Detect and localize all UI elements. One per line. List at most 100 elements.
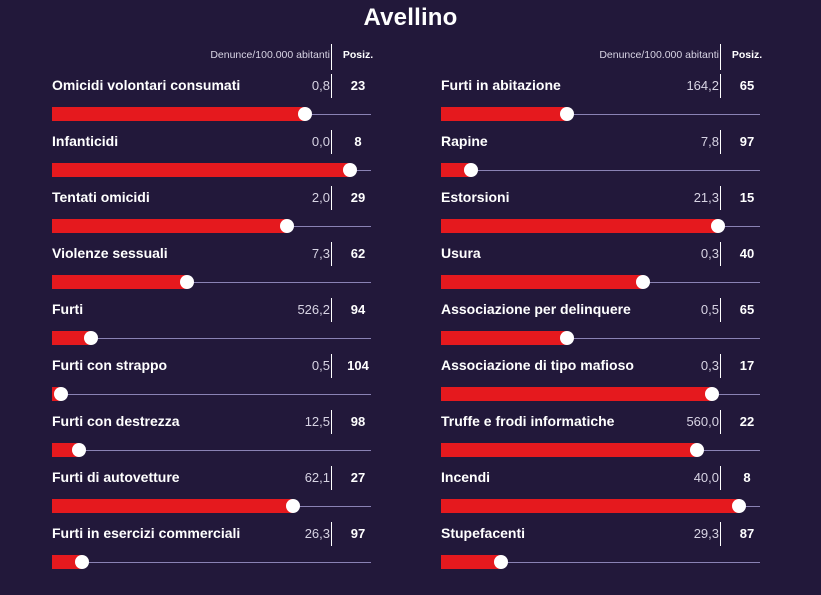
indicator-row: Tentati omicidi 2,0 29 [52, 186, 382, 242]
indicator-column-left: Denunce/100.000 abitanti Posiz. Omicidi … [52, 40, 382, 578]
indicator-value: 0,5 [700, 302, 719, 317]
value-divider [720, 74, 721, 98]
indicator-value: 526,2 [297, 302, 330, 317]
indicator-label: Rapine [441, 133, 488, 149]
indicator-label: Furti [52, 301, 84, 317]
page-title: Avellino [363, 4, 458, 31]
rank-value: 94 [350, 302, 366, 317]
value-divider [720, 186, 721, 210]
indicator-value: 62,1 [304, 470, 330, 485]
indicator-row: Furti con destrezza 12,5 98 [52, 410, 382, 466]
indicator-list: Furti in abitazione 164,2 65 Rapine 7,8 97 Est… [441, 74, 771, 578]
rank-marker [560, 107, 575, 121]
column-header: Denunce/100.000 abitanti Posiz. [52, 40, 382, 74]
indicator-value: 0,3 [700, 246, 719, 261]
value-divider [720, 242, 721, 266]
rank-bar [52, 331, 92, 345]
value-divider [331, 410, 332, 434]
indicator-row: Stupefacenti 29,3 87 [441, 522, 771, 578]
metric-header: Denunce/100.000 abitanti [599, 49, 719, 61]
rank-bar [52, 555, 83, 569]
rank-bar [52, 107, 305, 121]
metric-header: Denunce/100.000 abitanti [210, 49, 330, 61]
rank-value: 65 [739, 78, 755, 93]
indicator-column-right: Denunce/100.000 abitanti Posiz. Furti in… [441, 40, 771, 578]
rank-bar [441, 443, 697, 457]
bar-track [441, 114, 760, 115]
position-header: Posiz. [731, 49, 763, 61]
indicator-label: Estorsioni [441, 189, 510, 205]
rank-bar [441, 163, 472, 177]
indicator-row: Omicidi volontari consumati 0,8 23 [52, 74, 382, 130]
indicator-label: Tentati omicidi [52, 189, 150, 205]
rank-marker [84, 331, 99, 345]
bar-track [52, 338, 371, 339]
rank-value: 104 [347, 358, 369, 373]
rank-value: 17 [739, 358, 755, 373]
indicator-row: Furti in esercizi commerciali 26,3 97 [52, 522, 382, 578]
rank-value: 87 [739, 526, 755, 541]
rank-marker [704, 387, 719, 401]
rank-value: 98 [350, 414, 366, 429]
indicator-row: Furti 526,2 94 [52, 298, 382, 354]
rank-marker [494, 555, 509, 569]
bar-track [52, 562, 371, 563]
rank-value: 23 [350, 78, 366, 93]
indicator-row: Furti di autovetture 62,1 27 [52, 466, 382, 522]
rank-bar [52, 275, 188, 289]
indicator-label: Infanticidi [52, 133, 119, 149]
rank-marker [560, 331, 575, 345]
indicator-label: Omicidi volontari consumati [52, 77, 241, 93]
rank-bar [441, 331, 568, 345]
rank-value: 15 [739, 190, 755, 205]
indicator-value: 2,0 [311, 190, 330, 205]
indicator-value: 0,0 [311, 134, 330, 149]
rank-marker [54, 387, 69, 401]
indicator-label: Violenze sessuali [52, 245, 168, 261]
indicator-label: Furti in abitazione [441, 77, 561, 93]
indicator-label: Associazione di tipo mafioso [441, 357, 634, 373]
indicator-value: 12,5 [304, 414, 330, 429]
value-divider [720, 130, 721, 154]
rank-marker [279, 219, 294, 233]
indicator-value: 40,0 [693, 470, 719, 485]
rank-value: 29 [350, 190, 366, 205]
indicator-label: Stupefacenti [441, 525, 526, 541]
bar-track [52, 450, 371, 451]
value-divider [720, 354, 721, 378]
rank-value: 97 [739, 134, 755, 149]
rank-bar [441, 499, 739, 513]
indicator-value: 29,3 [693, 526, 719, 541]
rank-marker [342, 163, 357, 177]
indicator-label: Usura [441, 245, 481, 261]
rank-bar [441, 387, 712, 401]
indicator-row: Estorsioni 21,3 15 [441, 186, 771, 242]
rank-value: 27 [350, 470, 366, 485]
bar-track [441, 170, 760, 171]
indicator-row: Rapine 7,8 97 [441, 130, 771, 186]
indicator-label: Furti in esercizi commerciali [52, 525, 241, 541]
indicator-row: Truffe e frodi informatiche 560,0 22 [441, 410, 771, 466]
rank-bar [52, 219, 287, 233]
bar-track [441, 338, 760, 339]
rank-marker [297, 107, 312, 121]
rank-bar [441, 107, 568, 121]
indicator-row: Infanticidi 0,0 8 [52, 130, 382, 186]
indicator-row: Associazione per delinquere 0,5 65 [441, 298, 771, 354]
indicator-row: Furti in abitazione 164,2 65 [441, 74, 771, 130]
indicator-value: 0,5 [311, 358, 330, 373]
value-divider [331, 522, 332, 546]
value-divider [331, 186, 332, 210]
bar-track [52, 282, 371, 283]
bar-track [441, 562, 760, 563]
value-divider [331, 74, 332, 98]
indicator-row: Associazione di tipo mafioso 0,3 17 [441, 354, 771, 410]
position-header: Posiz. [342, 49, 374, 61]
rank-bar [441, 555, 502, 569]
indicator-list: Omicidi volontari consumati 0,8 23 Infantic… [52, 74, 382, 578]
rank-value: 97 [350, 526, 366, 541]
rank-marker [180, 275, 195, 289]
indicator-value: 560,0 [686, 414, 719, 429]
indicator-label: Furti di autovetture [52, 469, 180, 485]
rank-bar [441, 275, 643, 289]
